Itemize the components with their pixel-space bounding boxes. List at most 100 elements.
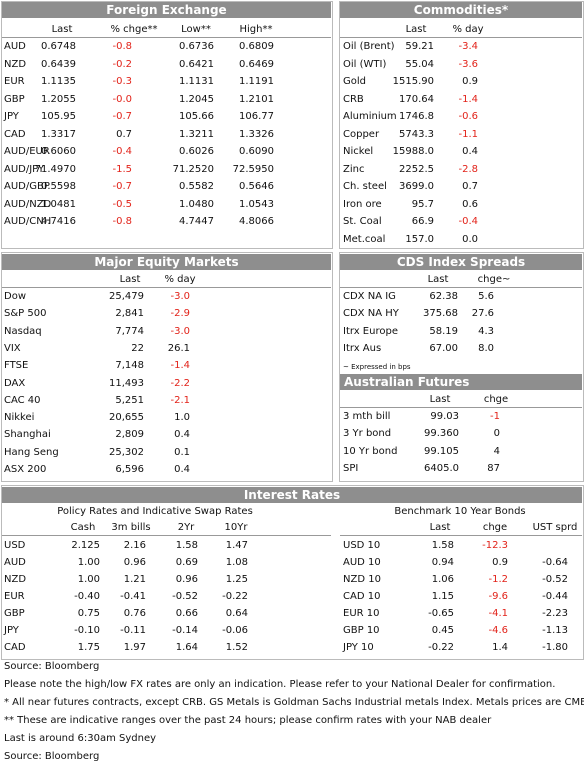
- row-label: VIX: [4, 342, 21, 354]
- equities-box: [1, 252, 333, 482]
- cell: 99.105: [424, 445, 459, 457]
- row-label: SPI: [343, 463, 359, 475]
- cell: 157.0: [405, 233, 434, 245]
- cell: 7,774: [115, 325, 144, 337]
- cell: 0.0: [462, 233, 478, 245]
- header-rule: [340, 37, 582, 38]
- row-label: AUD/GBP: [4, 181, 50, 192]
- row-label: Itrx Europe: [343, 325, 398, 337]
- cell: 0.5598: [41, 181, 76, 192]
- cell: 95.7: [411, 198, 434, 210]
- cell: 4.7447: [179, 216, 214, 227]
- row-label: EUR: [4, 76, 25, 87]
- row-label: Met.coal: [343, 233, 386, 245]
- cell: 2.125: [71, 540, 100, 551]
- cell: -0.7: [112, 181, 132, 192]
- cell: 0.1: [174, 446, 190, 458]
- cell: 25,302: [109, 446, 144, 458]
- cell: -12.3: [482, 540, 508, 551]
- row-label: AUD/EUR: [4, 146, 50, 157]
- cell: 11,493: [109, 377, 144, 389]
- cell: 0.4: [174, 429, 190, 441]
- row-label: Oil (WTI): [343, 58, 387, 70]
- cell: 0.7: [462, 181, 478, 192]
- cell: 87: [487, 463, 500, 475]
- cell: 20,655: [109, 412, 144, 424]
- row-label: Oil (Brent): [343, 41, 395, 52]
- cell: 0.94: [431, 557, 454, 568]
- cell: 1.97: [123, 642, 146, 653]
- cell: 15988.0: [392, 146, 434, 157]
- cell: 1746.8: [399, 111, 434, 122]
- cell: -3.0: [170, 291, 190, 302]
- cell: 2.16: [123, 540, 146, 551]
- cell: 1.00: [77, 574, 100, 585]
- footer-line: * All near futures contracts, except CRB…: [4, 697, 584, 708]
- cell: -0.0: [112, 93, 132, 105]
- row-label: CAD 10: [343, 591, 381, 602]
- cell: -0.6: [458, 111, 478, 122]
- column-header: 3m bills: [111, 522, 151, 533]
- cell: 0.66: [175, 608, 198, 619]
- footer-line: Last is around 6:30am Sydney: [4, 733, 157, 744]
- cell: 1.64: [175, 642, 198, 653]
- row-label: GBP 10: [343, 625, 380, 636]
- cell: 1.21: [123, 574, 146, 585]
- cell: -3.6: [458, 58, 478, 70]
- cell: 1.58: [175, 540, 198, 551]
- cell: 0.96: [175, 574, 198, 585]
- column-header: chge: [482, 522, 508, 533]
- cell: 0: [493, 428, 500, 440]
- subtitle: Benchmark 10 Year Bonds: [394, 506, 526, 517]
- row-label: 3 Yr bond: [343, 428, 392, 440]
- subtitle: Policy Rates and Indicative Swap Rates: [57, 506, 253, 517]
- cell: -0.22: [222, 591, 248, 602]
- header-rule: [2, 37, 331, 38]
- column-header: Last: [51, 24, 73, 35]
- cell: -1: [490, 411, 500, 422]
- cell: -0.06: [222, 625, 248, 636]
- cell: -0.8: [112, 216, 132, 227]
- cell: 1.4: [492, 642, 508, 653]
- row-label: Itrx Aus: [343, 343, 382, 355]
- row-label: CAC 40: [4, 394, 41, 406]
- cell: 1.15: [431, 591, 454, 602]
- row-label: Copper: [343, 128, 380, 140]
- column-header: Last: [427, 274, 449, 285]
- cell: -2.1: [170, 394, 190, 406]
- cell: -0.5: [112, 198, 132, 210]
- cell: 7,148: [115, 360, 144, 372]
- cell: 1.0481: [41, 198, 76, 210]
- cell: 99.360: [424, 428, 459, 440]
- column-header: Last: [405, 24, 427, 35]
- cell: 0.6026: [179, 146, 214, 157]
- cell: 0.6809: [239, 41, 274, 52]
- header-rule: [340, 407, 582, 408]
- cell: -2.23: [542, 608, 568, 619]
- cell: 4.7416: [41, 216, 76, 227]
- row-label: USD 10: [343, 540, 381, 551]
- row-label: DAX: [4, 377, 26, 389]
- cell: 1.3326: [239, 128, 274, 140]
- row-label: AUD/NZD: [4, 198, 52, 210]
- cell: -0.65: [428, 608, 454, 619]
- cell: 5743.3: [399, 128, 434, 140]
- footer-line: Source: Bloomberg: [4, 751, 100, 762]
- row-label: Nickel: [343, 146, 374, 157]
- cell: 1.2045: [179, 93, 214, 105]
- cell: 1.1131: [179, 76, 214, 87]
- header-rule: [340, 287, 582, 288]
- section-title: CDS Index Spreads: [340, 254, 582, 270]
- column-header: 10Yr: [224, 522, 248, 533]
- cell: 99.03: [430, 411, 459, 422]
- column-header: 2Yr: [177, 522, 195, 533]
- cell: -0.11: [120, 625, 146, 636]
- section-title: Commodities*: [340, 2, 582, 18]
- row-label: CDX NA HY: [343, 308, 399, 320]
- cell: -0.4: [112, 146, 132, 157]
- row-label: S&P 500: [4, 308, 47, 320]
- cell: -4.6: [488, 625, 508, 636]
- row-label: CAD: [4, 128, 26, 140]
- cell: 170.64: [399, 93, 434, 105]
- cell: 0.9: [492, 557, 508, 568]
